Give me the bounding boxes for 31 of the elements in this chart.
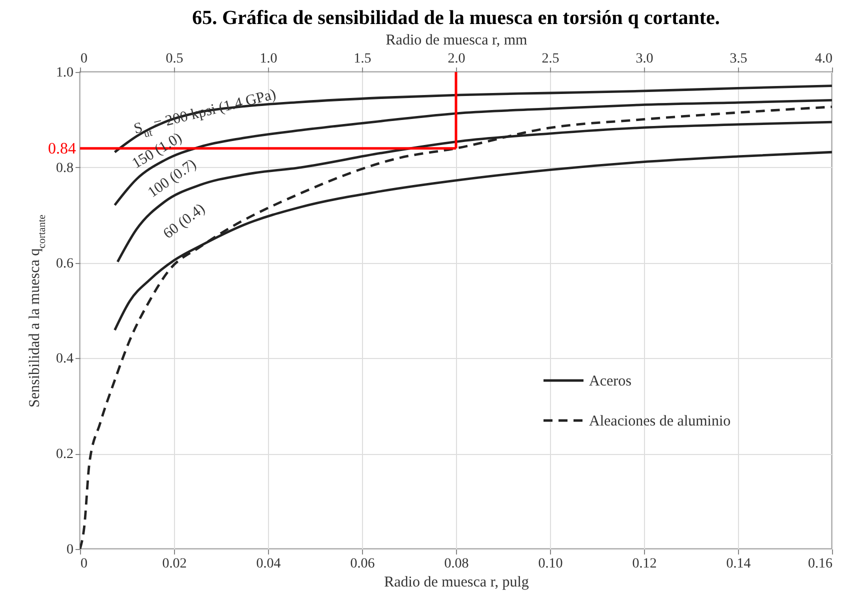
x-tick-label: 0.16 bbox=[808, 556, 832, 572]
x2-tick-label: 2.0 bbox=[448, 52, 466, 66]
x2-tick-label: 2.5 bbox=[542, 52, 560, 66]
x2-tick-label: 3.0 bbox=[636, 52, 654, 66]
x-tick-label: 0 bbox=[80, 556, 88, 572]
x-tick-label: 0.12 bbox=[632, 556, 657, 572]
legend-label: Aceros bbox=[589, 374, 632, 390]
x2-tick-label: 1.5 bbox=[354, 52, 372, 66]
x2-tick-label: 3.5 bbox=[730, 52, 748, 66]
y-tick-label: 0.4 bbox=[56, 352, 74, 367]
annotation: 60 (0.4) bbox=[160, 200, 208, 242]
x2-tick-label: 0.5 bbox=[166, 52, 184, 66]
x2-tick-label: 4.0 bbox=[815, 52, 832, 66]
ref-line-label: 0.84 bbox=[48, 140, 76, 158]
x2-axis-title: Radio de muesca r, mm bbox=[386, 32, 528, 48]
x-tick-label: 0.04 bbox=[256, 556, 281, 572]
x-tick-label: 0.08 bbox=[444, 556, 469, 572]
x-tick-label: 0.02 bbox=[162, 556, 187, 572]
y-tick-label: 0.6 bbox=[56, 256, 74, 272]
chart-title: 65. Gráfica de sensibilidad de la muesca en torsión q cortante. bbox=[192, 7, 720, 29]
y-tick-label: 1.0 bbox=[56, 66, 74, 80]
y-tick-label: 0.2 bbox=[56, 447, 74, 462]
x-axis-title: Radio de muesca r, pulg bbox=[384, 574, 530, 590]
legend-label: Aleaciones de aluminio bbox=[589, 414, 731, 430]
y-tick-label: 0 bbox=[66, 542, 74, 558]
y-tick-label: 0.8 bbox=[56, 160, 74, 176]
x2-tick-label: 1.0 bbox=[260, 52, 278, 66]
x-tick-label: 0.10 bbox=[538, 556, 563, 572]
x2-tick-label: 0 bbox=[80, 52, 88, 66]
x-tick-label: 0.14 bbox=[726, 556, 751, 572]
x-tick-label: 0.06 bbox=[350, 556, 375, 572]
